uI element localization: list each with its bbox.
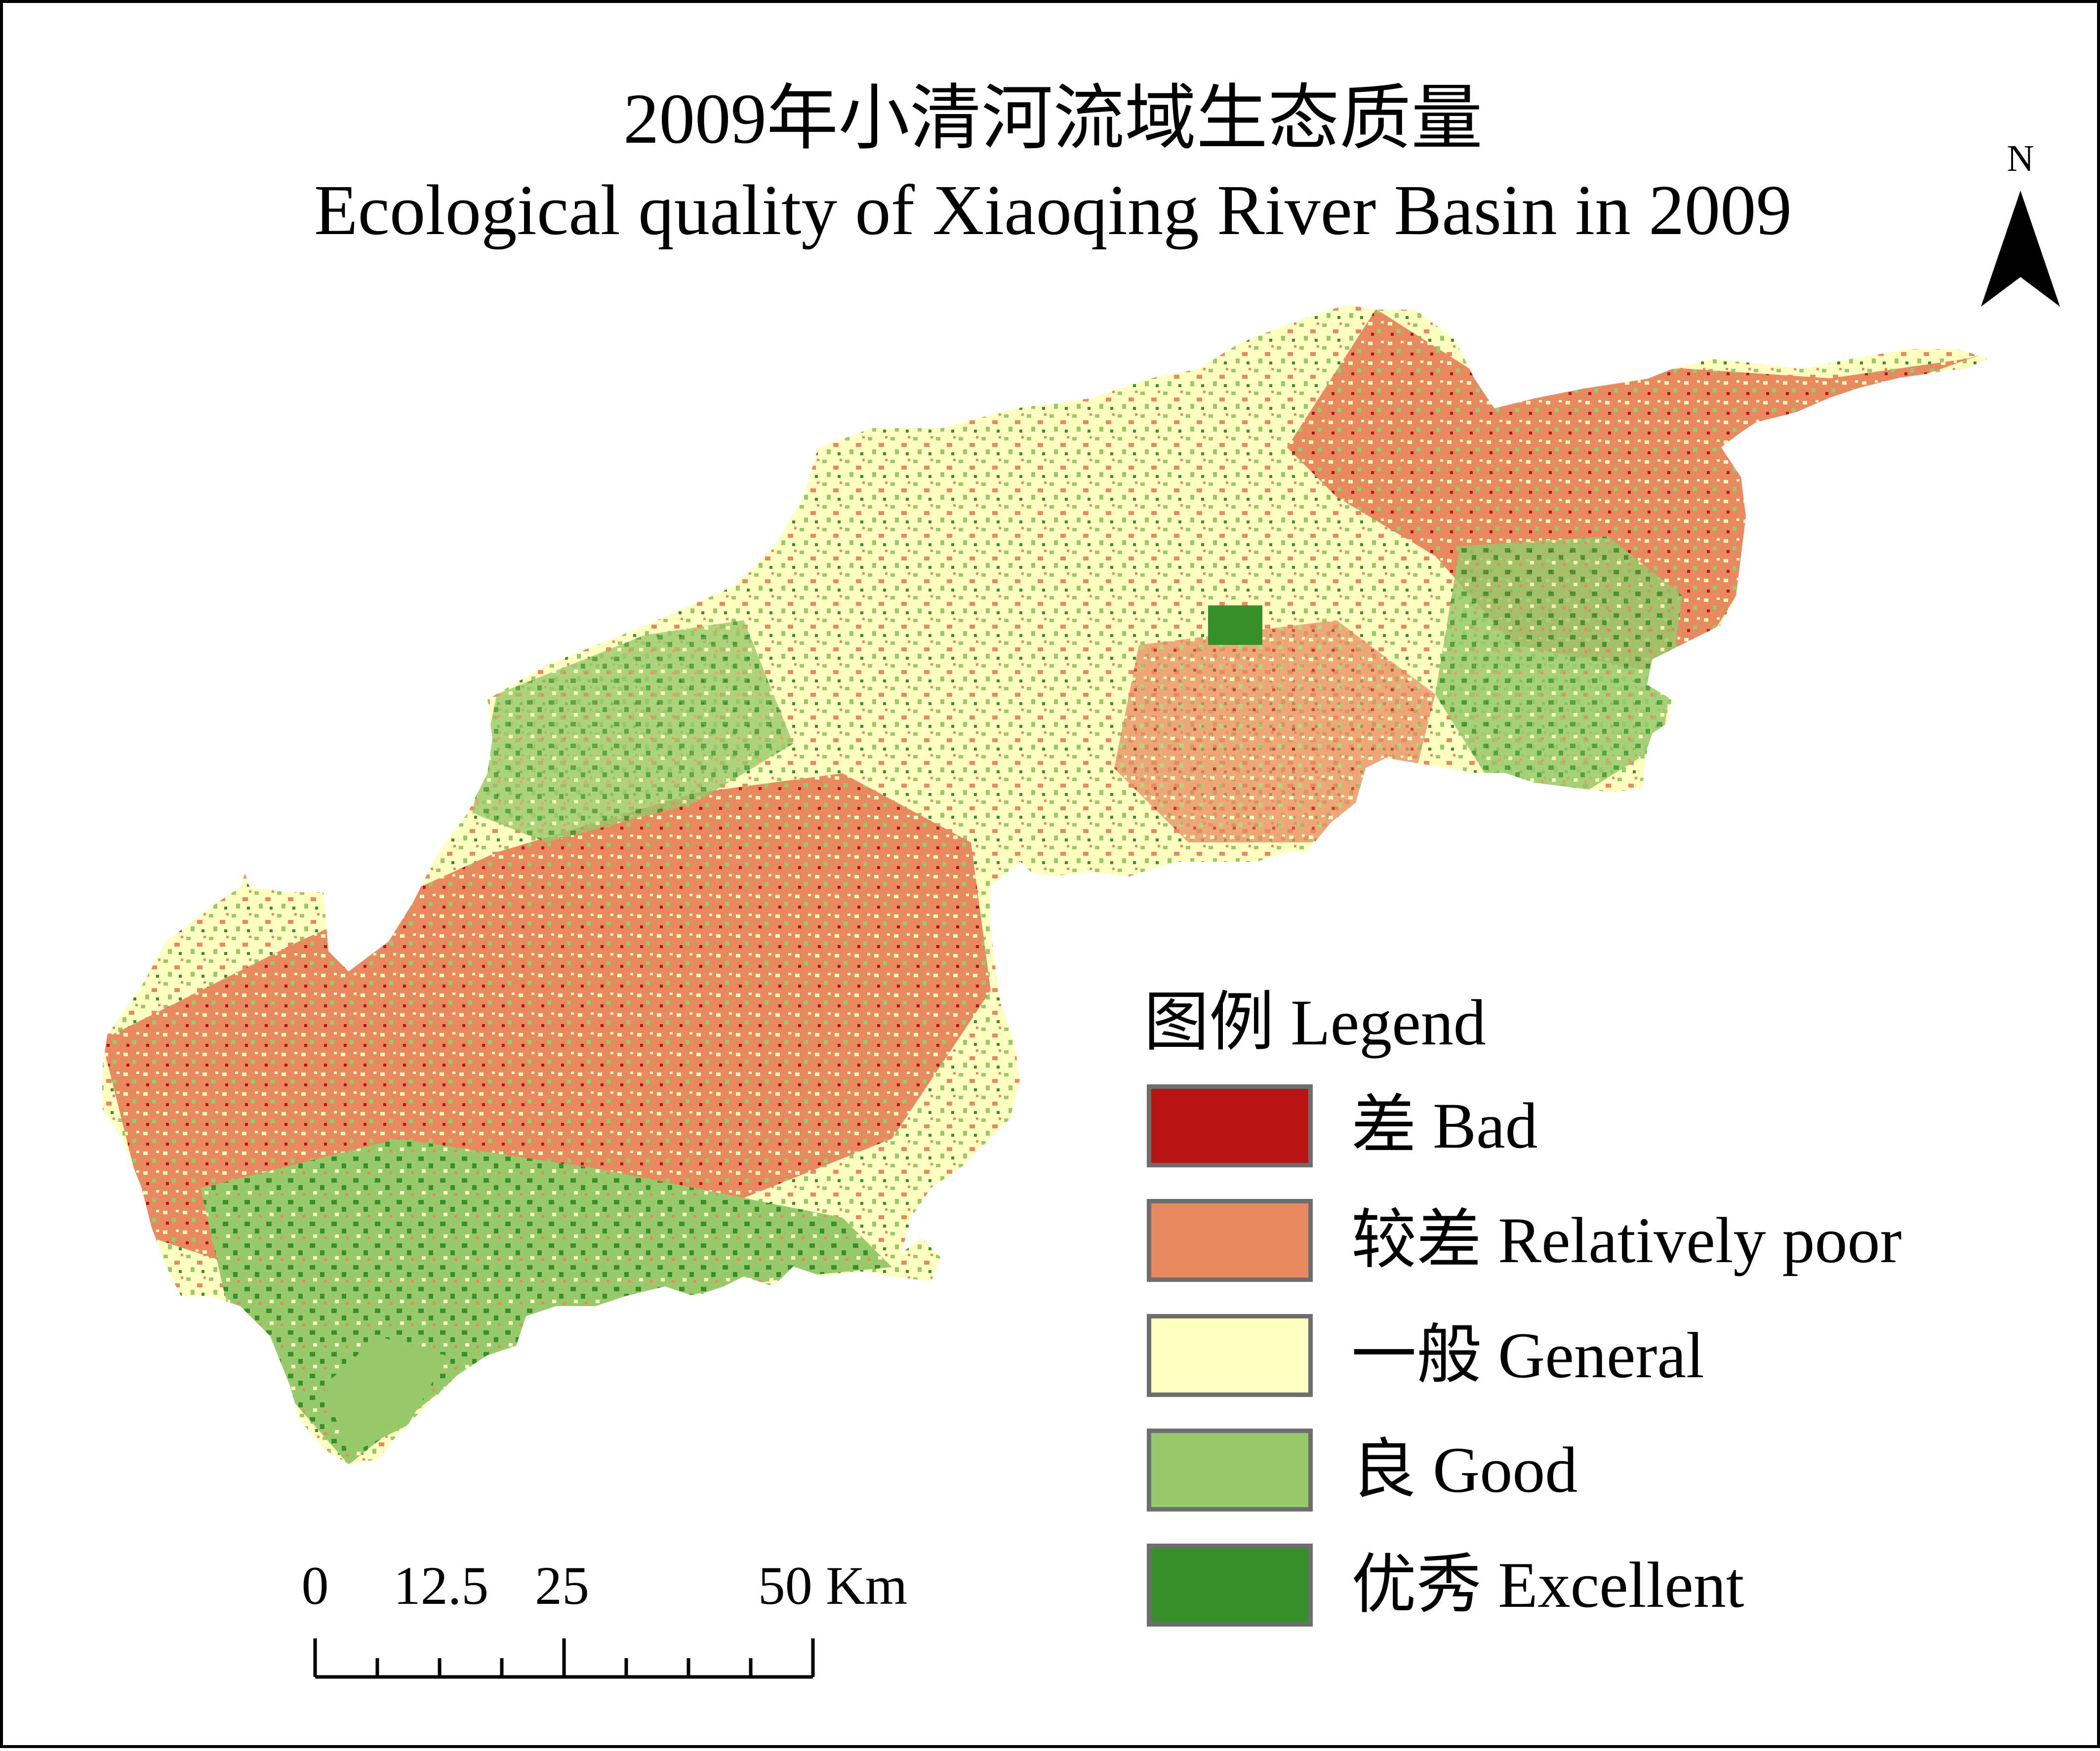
north-arrow-icon (1981, 191, 2060, 307)
scale-bar: 0 12.5 25 50 Km (280, 1553, 981, 1692)
map-title-chinese: 2009年小清河流域生态质量 (623, 80, 1483, 159)
north-arrow: N (1966, 136, 2075, 324)
legend-title: 图例 Legend (1144, 986, 1486, 1059)
legend-label-relatively-poor: 较差 Relatively poor (1351, 1204, 1902, 1276)
legend-label-bad: 差 Bad (1351, 1089, 1538, 1162)
legend-swatch-good (1147, 1429, 1313, 1512)
legend-swatch-excellent (1147, 1544, 1313, 1627)
legend-label-good: 良 Good (1351, 1433, 1578, 1506)
legend-item-bad: 差 Bad (1144, 1084, 1983, 1171)
scale-bar-graphic (313, 1638, 815, 1679)
scale-label-12-5: 12.5 (393, 1555, 489, 1616)
scale-label-0: 0 (301, 1555, 329, 1616)
legend-label-general: 一般 General (1351, 1319, 1704, 1392)
basin-map (101, 304, 1989, 1465)
legend-item-good: 良 Good (1144, 1429, 1983, 1515)
map-legend: 图例 Legend 差 Bad 较差 Relatively poor 一般 Ge… (1144, 983, 1983, 1645)
north-label: N (2007, 138, 2034, 179)
scale-label-25: 25 (535, 1555, 589, 1616)
legend-swatch-bad (1147, 1084, 1313, 1167)
legend-item-relatively-poor: 较差 Relatively poor (1144, 1199, 1983, 1286)
legend-swatch-relatively-poor (1147, 1199, 1313, 1282)
legend-item-general: 一般 General (1144, 1314, 1983, 1401)
map-title-english: Ecological quality of Xiaoqing River Bas… (314, 171, 1792, 250)
legend-label-excellent: 优秀 Excellent (1351, 1549, 1744, 1621)
legend-item-excellent: 优秀 Excellent (1144, 1544, 1983, 1631)
scale-label-50-km: 50 Km (758, 1555, 908, 1616)
legend-swatch-general (1147, 1314, 1313, 1397)
